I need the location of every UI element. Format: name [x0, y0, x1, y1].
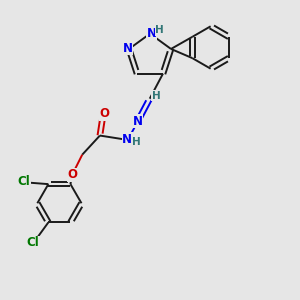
- Text: H: H: [155, 25, 164, 35]
- Text: N: N: [122, 133, 132, 146]
- Text: H: H: [132, 137, 140, 147]
- Text: H: H: [152, 91, 161, 101]
- Text: N: N: [122, 42, 133, 55]
- Text: Cl: Cl: [26, 236, 39, 250]
- Text: N: N: [146, 27, 157, 40]
- Text: N: N: [133, 115, 143, 128]
- Text: O: O: [99, 107, 109, 120]
- Text: O: O: [68, 168, 77, 181]
- Text: Cl: Cl: [18, 175, 30, 188]
